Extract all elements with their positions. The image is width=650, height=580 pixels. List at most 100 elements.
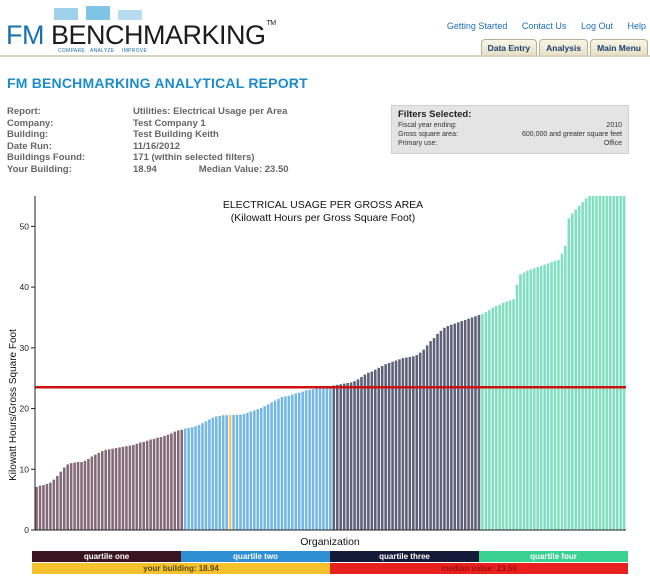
filters-panel: Filters Selected: Fiscal year ending: 20… bbox=[391, 105, 629, 154]
chart-bar bbox=[481, 313, 484, 530]
filter-value: 2010 bbox=[606, 122, 622, 129]
logo-tagline-analyze: ANALYZE bbox=[90, 48, 115, 54]
chart-bar bbox=[539, 265, 543, 530]
chart-bar bbox=[557, 259, 560, 530]
filter-value: 600,000 and greater square feet bbox=[521, 131, 622, 138]
chart-bar bbox=[42, 485, 45, 530]
chart-bar bbox=[415, 355, 419, 530]
info-value: 18.94 bbox=[133, 163, 157, 175]
chart-bar bbox=[491, 307, 495, 530]
chart-bar bbox=[111, 448, 114, 530]
chart-bar bbox=[38, 485, 42, 530]
chart-bar bbox=[546, 263, 550, 530]
chart-bar bbox=[266, 404, 270, 530]
logo-tagline-improve: IMPROVE bbox=[122, 48, 148, 54]
chart-bar bbox=[598, 196, 602, 530]
chart-bar bbox=[329, 386, 332, 530]
log-out-link[interactable]: Log Out bbox=[580, 21, 613, 31]
chart-bar bbox=[114, 448, 118, 530]
chart-bar bbox=[498, 304, 501, 530]
info-row-buildings-found: Buildings Found: 171 (within selected fi… bbox=[7, 152, 289, 164]
y-tick-label: 50 bbox=[20, 221, 30, 231]
chart-bar bbox=[453, 323, 457, 530]
chart-bar bbox=[194, 426, 197, 530]
tab-main-menu[interactable]: Main Menu bbox=[590, 39, 648, 56]
chart-bar bbox=[615, 196, 619, 530]
chart-bar bbox=[107, 449, 111, 530]
chart-bar bbox=[297, 392, 301, 530]
chart-bar bbox=[605, 196, 609, 530]
chart-bar bbox=[235, 414, 239, 530]
chart-bar bbox=[183, 428, 187, 530]
chart-bar bbox=[577, 205, 581, 530]
chart-bar bbox=[622, 196, 626, 530]
chart-bar bbox=[456, 322, 460, 530]
chart-bar bbox=[280, 397, 284, 530]
chart-bar bbox=[142, 441, 145, 530]
chart-bar bbox=[612, 196, 616, 530]
chart-bar bbox=[377, 367, 381, 530]
filter-label: Gross square area: bbox=[398, 131, 458, 138]
info-value: Test Building Keith bbox=[133, 129, 219, 140]
y-axis-label: Kilowatt Hours/Gross Square Foot bbox=[8, 329, 19, 481]
chart-bar bbox=[249, 411, 253, 530]
chart-bar bbox=[429, 341, 432, 530]
info-row-date-run: Date Run: 11/16/2012 bbox=[7, 141, 289, 153]
x-axis-label: Organization bbox=[300, 536, 360, 548]
chart-bar bbox=[505, 301, 508, 530]
chart-bar bbox=[284, 396, 287, 530]
chart-bar bbox=[412, 356, 415, 530]
legend-quartile-four: quartile four bbox=[479, 551, 628, 562]
filter-row-fiscal-year: Fiscal year ending: 2010 bbox=[398, 121, 622, 130]
info-label: Your Building: bbox=[7, 163, 72, 175]
info-value: Test Company 1 bbox=[133, 117, 206, 129]
chart-bar bbox=[118, 447, 121, 530]
chart-bar bbox=[484, 311, 488, 530]
chart-bar bbox=[515, 284, 519, 530]
chart-bar bbox=[291, 394, 294, 530]
chart-bar bbox=[356, 379, 360, 530]
chart-bar bbox=[346, 383, 349, 530]
tab-analysis[interactable]: Analysis bbox=[539, 39, 589, 56]
median-value-text: Median Value: 23.50 bbox=[198, 163, 289, 175]
help-link[interactable]: Help bbox=[627, 21, 646, 31]
contact-us-link[interactable]: Contact Us bbox=[521, 21, 567, 31]
info-value: 171 (within selected filters) bbox=[133, 152, 255, 163]
chart-bar bbox=[215, 416, 218, 530]
chart-bar bbox=[159, 437, 163, 530]
chart-bar bbox=[273, 400, 277, 530]
chart-bar bbox=[190, 427, 194, 530]
chart-bar bbox=[308, 389, 311, 530]
chart-bar bbox=[90, 456, 94, 530]
chart-bar bbox=[66, 464, 69, 530]
chart-bar bbox=[522, 272, 526, 530]
chart-bar bbox=[349, 382, 353, 530]
getting-started-link[interactable]: Getting Started bbox=[446, 21, 508, 31]
chart-bar bbox=[156, 437, 159, 530]
chart-bar bbox=[228, 414, 232, 530]
chart-bar bbox=[277, 398, 280, 530]
legend-your-building: your building: 18.94 bbox=[32, 563, 330, 574]
fm-benchmarking-logo[interactable]: FM BENCHMARKINGTM COMPARE ANALYZE IMPROV… bbox=[6, 6, 276, 56]
chart-bar bbox=[94, 454, 97, 530]
chart-bar bbox=[208, 419, 211, 530]
info-label: Date Run: bbox=[7, 140, 52, 152]
chart-bar bbox=[163, 435, 166, 530]
chart-bar bbox=[304, 390, 308, 530]
chart-bar bbox=[76, 461, 80, 530]
chart-bar bbox=[384, 364, 387, 530]
chart-bar bbox=[56, 475, 59, 530]
chart-bar bbox=[450, 324, 453, 530]
chart-bar bbox=[221, 415, 225, 530]
chart-bar bbox=[422, 349, 425, 530]
tab-data-entry[interactable]: Data Entry bbox=[480, 39, 538, 56]
chart-bar bbox=[197, 424, 201, 530]
legend-quartile-two: quartile two bbox=[181, 551, 330, 562]
chart-bar bbox=[242, 414, 246, 530]
chart-bar bbox=[83, 460, 87, 530]
chart-bar bbox=[121, 446, 125, 530]
chart-bar bbox=[263, 406, 266, 530]
y-tick-label: 10 bbox=[20, 464, 30, 474]
chart-bar bbox=[339, 384, 342, 530]
chart-bar bbox=[180, 429, 184, 530]
